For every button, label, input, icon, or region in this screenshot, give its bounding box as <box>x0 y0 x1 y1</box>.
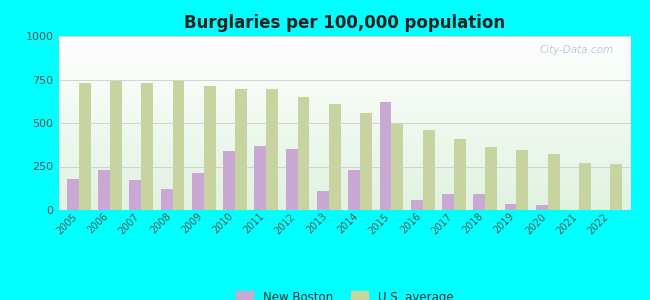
Bar <box>141 83 153 210</box>
Bar <box>380 102 391 210</box>
Text: City-Data.com: City-Data.com <box>540 45 614 55</box>
Bar <box>348 170 360 210</box>
Bar <box>548 154 560 210</box>
Bar <box>391 124 403 210</box>
Bar <box>173 81 185 210</box>
Bar <box>536 205 548 210</box>
Bar <box>485 147 497 210</box>
Bar <box>516 150 528 210</box>
Bar <box>161 189 173 210</box>
Bar <box>255 146 266 210</box>
Bar <box>504 204 516 210</box>
Bar <box>317 191 329 210</box>
Bar <box>422 130 434 210</box>
Bar <box>98 170 110 210</box>
Bar <box>360 113 372 210</box>
Bar <box>473 194 485 210</box>
Bar <box>329 104 341 210</box>
Bar <box>110 81 122 210</box>
Bar <box>610 164 622 210</box>
Bar <box>579 163 591 210</box>
Legend: New Boston, U.S. average: New Boston, U.S. average <box>231 286 458 300</box>
Bar <box>204 86 216 210</box>
Bar <box>129 180 141 210</box>
Bar <box>235 89 247 210</box>
Title: Burglaries per 100,000 population: Burglaries per 100,000 population <box>184 14 505 32</box>
Bar <box>192 173 204 210</box>
Bar <box>298 97 309 210</box>
Bar <box>223 151 235 210</box>
Bar <box>411 200 422 210</box>
Bar <box>454 139 466 210</box>
Bar <box>79 83 91 210</box>
Bar <box>266 89 278 210</box>
Bar <box>286 149 298 210</box>
Bar <box>442 194 454 210</box>
Bar <box>67 179 79 210</box>
